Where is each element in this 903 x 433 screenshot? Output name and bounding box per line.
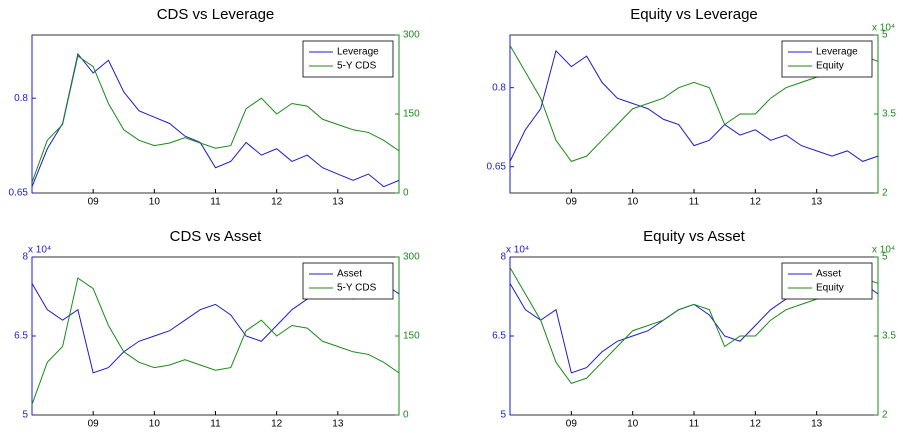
- x-tick-label: 13: [332, 419, 344, 430]
- x-tick-label: 10: [627, 419, 639, 430]
- y2-tick-label: 300: [403, 252, 420, 263]
- series-line: [31, 52, 400, 188]
- x-tick-label: 12: [750, 197, 762, 208]
- y-scale-label: x 10⁴: [506, 245, 529, 256]
- chart-title: Equity vs Leverage: [630, 6, 758, 23]
- x-tick-label: 11: [689, 197, 700, 208]
- y2-scale-label: x 10⁴: [872, 245, 895, 256]
- x-tick-label: 13: [332, 197, 344, 208]
- legend-label: Leverage: [337, 47, 379, 58]
- y2-tick-label: 0: [403, 188, 409, 199]
- legend-label: 5-Y CDS: [337, 283, 377, 294]
- y-tick-label: 6.5: [492, 331, 506, 342]
- x-tick-label: 12: [271, 197, 283, 208]
- y-tick-label: 8: [22, 252, 28, 263]
- x-tick-label: 10: [149, 197, 161, 208]
- y-tick-label: 0.65: [9, 188, 29, 199]
- x-tick-label: 13: [811, 419, 823, 430]
- y2-tick-label: 5: [882, 252, 888, 263]
- y2-tick-label: 3.5: [882, 331, 896, 342]
- x-tick-label: 13: [811, 197, 823, 208]
- legend-label: Equity: [816, 61, 844, 72]
- legend-box: [781, 262, 873, 300]
- legend-label: Leverage: [816, 47, 858, 58]
- y-scale-label: x 10⁴: [28, 245, 51, 256]
- y-tick-label: 5: [500, 410, 506, 421]
- x-tick-label: 09: [566, 419, 578, 430]
- y2-tick-label: 150: [403, 109, 420, 120]
- y-tick-label: 8: [500, 252, 506, 263]
- x-tick-label: 09: [88, 197, 100, 208]
- legend-label: Asset: [816, 269, 841, 280]
- series-line: [31, 55, 400, 183]
- y2-tick-label: 2: [882, 410, 888, 421]
- chart-title: CDS vs Leverage: [157, 6, 275, 23]
- x-tick-label: 11: [689, 419, 700, 430]
- x-tick-label: 11: [210, 419, 221, 430]
- y2-tick-label: 300: [403, 30, 420, 41]
- chart-title: Equity vs Asset: [643, 228, 746, 245]
- x-tick-label: 10: [149, 419, 161, 430]
- legend-label: Asset: [337, 269, 362, 280]
- y-tick-label: 6.5: [14, 331, 28, 342]
- legend-box: [302, 262, 394, 300]
- legend-label: Equity: [816, 283, 844, 294]
- y2-tick-label: 5: [882, 30, 888, 41]
- x-tick-label: 11: [210, 197, 221, 208]
- chart-title: CDS vs Asset: [170, 228, 263, 245]
- legend-label: 5-Y CDS: [337, 61, 377, 72]
- series-line: [509, 49, 879, 162]
- series-line: [31, 277, 400, 405]
- legend-box: [302, 40, 394, 78]
- y-tick-label: 0.65: [487, 161, 507, 172]
- legend-box: [781, 40, 873, 78]
- y2-tick-label: 3.5: [882, 109, 896, 120]
- y2-tick-label: 150: [403, 331, 420, 342]
- y2-tick-label: 2: [882, 188, 888, 199]
- y-tick-label: 0.8: [14, 93, 28, 104]
- y-tick-label: 5: [22, 410, 28, 421]
- x-tick-label: 09: [88, 419, 100, 430]
- y2-tick-label: 0: [403, 410, 409, 421]
- y-tick-label: 0.8: [492, 82, 506, 93]
- x-tick-label: 12: [750, 419, 762, 430]
- y2-scale-label: x 10⁴: [872, 23, 895, 34]
- x-tick-label: 12: [271, 419, 283, 430]
- x-tick-label: 09: [566, 197, 578, 208]
- x-tick-label: 10: [627, 197, 639, 208]
